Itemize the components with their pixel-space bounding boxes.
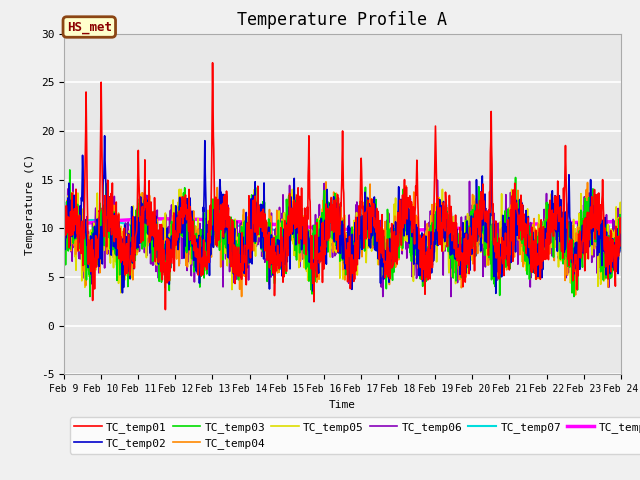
TC_temp05: [247, 209, 255, 215]
Line: TC_temp07: TC_temp07: [64, 220, 621, 250]
TC_temp05: [171, 226, 179, 232]
TC_temp07: [617, 247, 625, 252]
TC_temp08: [502, 223, 510, 228]
TC_temp05: [117, 290, 125, 296]
TC_temp05: [617, 246, 625, 252]
TC_temp02: [429, 240, 437, 245]
Y-axis label: Temperature (C): Temperature (C): [25, 154, 35, 254]
TC_temp05: [60, 224, 68, 230]
TC_temp04: [184, 212, 191, 217]
TC_temp07: [246, 223, 254, 228]
TC_temp08: [385, 228, 392, 233]
TC_temp08: [246, 220, 254, 226]
Title: Temperature Profile A: Temperature Profile A: [237, 11, 447, 29]
TC_temp07: [90, 217, 97, 223]
TC_temp01: [552, 195, 559, 201]
Legend: TC_temp01, TC_temp02, TC_temp03, TC_temp04, TC_temp05, TC_temp06, TC_temp07, TC_: TC_temp01, TC_temp02, TC_temp03, TC_temp…: [70, 418, 640, 454]
Line: TC_temp08: TC_temp08: [64, 219, 621, 230]
TC_temp04: [170, 237, 178, 242]
TC_temp06: [170, 234, 178, 240]
TC_temp02: [171, 241, 179, 247]
TC_temp01: [171, 240, 179, 246]
TC_temp08: [60, 221, 68, 227]
TC_temp02: [617, 234, 625, 240]
TC_temp04: [60, 230, 68, 236]
TC_temp03: [66, 167, 74, 173]
TC_temp05: [175, 187, 183, 192]
TC_temp02: [492, 290, 500, 296]
Line: TC_temp06: TC_temp06: [64, 180, 621, 297]
TC_temp08: [429, 227, 437, 232]
TC_temp03: [552, 218, 559, 224]
TC_temp02: [60, 222, 68, 228]
TC_temp06: [552, 228, 559, 233]
TC_temp04: [552, 226, 559, 232]
TC_temp01: [617, 225, 625, 230]
TC_temp04: [322, 179, 330, 185]
TC_temp07: [60, 219, 68, 225]
TC_temp04: [429, 224, 437, 229]
TC_temp04: [502, 250, 510, 256]
X-axis label: Time: Time: [329, 400, 356, 409]
TC_temp06: [429, 213, 437, 218]
TC_temp01: [60, 228, 68, 234]
TC_temp06: [617, 232, 625, 238]
TC_temp05: [429, 221, 437, 227]
TC_temp03: [172, 225, 179, 230]
TC_temp06: [502, 248, 510, 254]
TC_temp08: [617, 219, 625, 225]
TC_temp08: [164, 216, 172, 222]
TC_temp02: [100, 133, 108, 139]
TC_temp02: [246, 244, 254, 250]
TC_temp02: [502, 224, 510, 229]
TC_temp01: [247, 227, 255, 233]
TC_temp06: [379, 294, 387, 300]
TC_temp04: [246, 248, 254, 253]
TC_temp07: [184, 229, 192, 235]
TC_temp03: [617, 231, 625, 237]
Line: TC_temp01: TC_temp01: [64, 63, 621, 310]
TC_temp02: [184, 211, 192, 216]
TC_temp06: [184, 220, 191, 226]
TC_temp01: [209, 60, 216, 66]
TC_temp05: [502, 238, 510, 244]
Line: TC_temp02: TC_temp02: [64, 136, 621, 293]
TC_temp06: [246, 234, 254, 240]
TC_temp08: [171, 216, 179, 222]
TC_temp08: [184, 216, 192, 222]
TC_temp05: [552, 244, 559, 250]
TC_temp04: [238, 294, 246, 300]
TC_temp06: [60, 221, 68, 227]
TC_temp05: [185, 216, 193, 222]
Line: TC_temp05: TC_temp05: [64, 190, 621, 293]
TC_temp01: [429, 211, 437, 217]
TC_temp03: [502, 225, 510, 230]
TC_temp07: [429, 235, 437, 241]
TC_temp08: [552, 220, 559, 226]
TC_temp01: [184, 206, 192, 212]
TC_temp01: [161, 307, 169, 312]
TC_temp07: [171, 229, 179, 235]
TC_temp04: [617, 217, 625, 223]
TC_temp03: [185, 224, 193, 230]
TC_temp07: [502, 239, 509, 245]
Line: TC_temp04: TC_temp04: [64, 182, 621, 297]
TC_temp01: [502, 246, 510, 252]
Line: TC_temp03: TC_temp03: [64, 170, 621, 297]
TC_temp03: [86, 294, 94, 300]
TC_temp03: [60, 259, 68, 264]
TC_temp03: [247, 242, 255, 248]
TC_temp07: [551, 236, 559, 241]
TC_temp06: [433, 177, 441, 183]
TC_temp02: [552, 228, 559, 234]
Text: HS_met: HS_met: [67, 21, 112, 34]
TC_temp03: [429, 237, 437, 242]
